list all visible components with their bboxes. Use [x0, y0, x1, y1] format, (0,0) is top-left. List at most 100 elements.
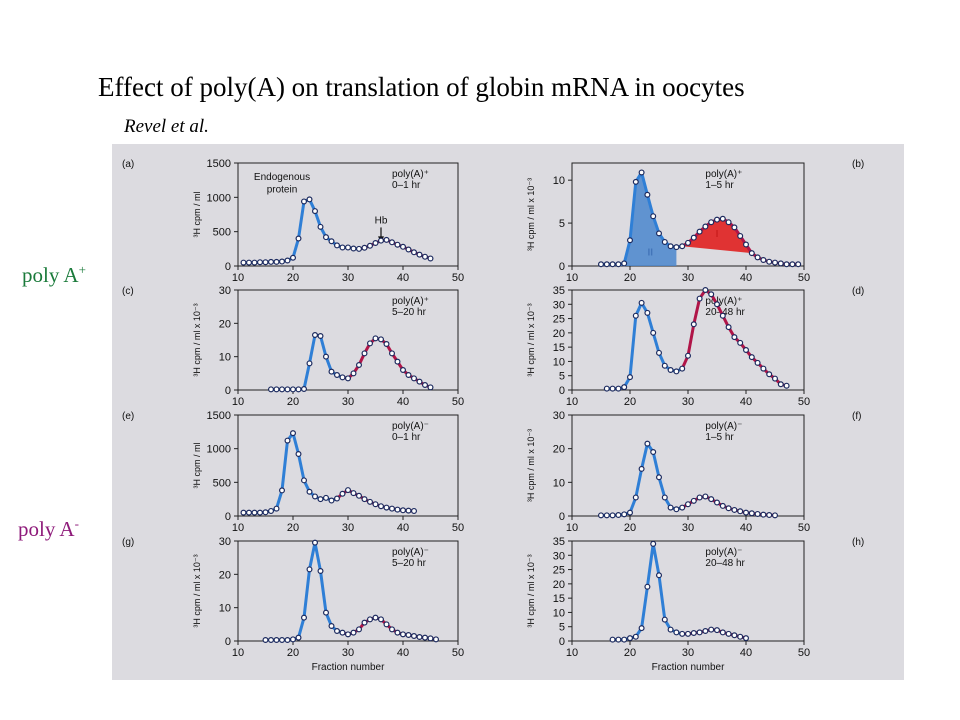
plot-a-series-line-blue [243, 197, 360, 265]
plot-f-data-point [742, 509, 749, 516]
plot-g-data-point [295, 634, 302, 641]
plot-c-data-point [378, 336, 385, 343]
plot-c-xtick-label: 50 [452, 396, 464, 408]
plot-b-data-point [777, 260, 784, 267]
plot-f-data-point [598, 512, 605, 519]
plot-c-xtick-label: 10 [232, 396, 244, 408]
plot-c-data-point [290, 386, 297, 393]
plot-d-data-point [702, 287, 709, 294]
plot-d-data-point [667, 367, 674, 374]
plot-a-data-point [284, 257, 291, 264]
plot-a-xtick-label: 10 [232, 272, 244, 284]
plot-e-xtick-label: 50 [452, 522, 464, 534]
plot-c-legend-condition: poly(A)⁺ [392, 296, 429, 307]
plot-e-data-point [383, 504, 390, 511]
plot-g-data-point [334, 628, 341, 635]
plot-h-data-point [690, 630, 697, 637]
plot-b-data-point [783, 261, 790, 268]
plot-g-xtick-label: 30 [342, 647, 354, 659]
polya-minus-sup: - [74, 516, 79, 531]
plot-b-data-point [696, 228, 703, 235]
plot-f-data-point [690, 497, 697, 504]
plot-h-data-point [609, 636, 616, 643]
plot-e-legend-condition: poly(A)⁻ [392, 421, 429, 432]
plot-d-data-point [661, 362, 668, 369]
plot-h-data-point [696, 629, 703, 636]
plot-e-data-point [378, 503, 385, 510]
plot-b-legend-time: 1–5 hr [705, 180, 734, 191]
plot-d-data-point [771, 375, 778, 382]
plot-d-data-point [621, 384, 628, 391]
plot-c-ylabel: ³H cpm / ml x 10⁻³ [192, 303, 202, 376]
plot-h-data-point [644, 583, 651, 590]
plot-a-ytick-label: 500 [213, 227, 231, 239]
plot-a-letter: (a) [122, 159, 134, 170]
plot-b-area-peak-i [682, 218, 752, 254]
plot-e-data-point [400, 507, 407, 514]
plot-g-data-point [361, 619, 368, 626]
plot-f-xtick-label: 10 [566, 522, 578, 534]
plot-f-data-point [713, 499, 720, 506]
plot-f-xtick-label: 20 [624, 522, 636, 534]
plot-a-data-point [361, 244, 368, 251]
plot-e-data-point [339, 490, 346, 497]
plot-c-data-point [334, 372, 341, 379]
xaxis-title-left: Fraction number [312, 662, 385, 673]
plot-f-data-point [719, 502, 726, 509]
plot-d-xtick-label: 50 [798, 396, 810, 408]
plot-a-data-point [372, 239, 379, 246]
plot-h-ytick-label: 0 [559, 636, 565, 648]
plot-h-data-point [737, 633, 744, 640]
plot-c-xtick-label: 40 [397, 396, 409, 408]
plot-b-data-point [684, 239, 691, 246]
plot-a-data-point [356, 245, 363, 252]
plot-c-ytick-label: 0 [225, 385, 231, 397]
plot-a-data-point [394, 241, 401, 248]
plot-f-data-point [615, 511, 622, 518]
plot-b-data-point [725, 219, 732, 226]
plot-a-xtick-label: 40 [397, 272, 409, 284]
plot-c-xtick-label: 30 [342, 396, 354, 408]
plot-c-legend-time: 5–20 hr [392, 307, 427, 318]
plot-b-xtick-label: 30 [682, 272, 694, 284]
plot-f-ytick-label: 20 [553, 444, 565, 456]
polya-plus-text: poly A [22, 263, 79, 287]
plot-b-data-point [650, 213, 657, 220]
plot-h-data-point [615, 636, 622, 643]
plot-c-data-point [312, 332, 319, 339]
plot-e-ytick-label: 0 [225, 511, 231, 523]
plot-e-data-point [345, 487, 352, 494]
plot-c-data-point [372, 335, 379, 342]
plot-g-data-point [268, 637, 275, 644]
plot-g-data-point [394, 629, 401, 636]
plot-b-data-point [626, 237, 633, 244]
plot-b-data-point [615, 261, 622, 268]
plot-b-data-point [598, 261, 605, 268]
plot-g-data-point [290, 636, 297, 643]
plot-d-data-point [731, 334, 738, 341]
plot-a-data-point [339, 244, 346, 251]
plot-g-data-point [378, 616, 385, 623]
plot-g-data-point [411, 633, 418, 640]
plot-h-legend-time: 20–48 hr [705, 558, 745, 569]
plot-b-data-point [667, 243, 674, 250]
plot-g-legend-time: 5–20 hr [392, 558, 427, 569]
plot-d-data-point [719, 312, 726, 319]
plot-h-ytick-label: 5 [559, 622, 565, 634]
plot-b-data-point [632, 178, 639, 185]
plot-g-letter: (g) [122, 537, 134, 548]
plot-b-data-point [719, 215, 726, 222]
plot-e-ytick-label: 500 [213, 477, 231, 489]
plot-h-ytick-label: 25 [553, 565, 565, 577]
plot-d-data-point [632, 312, 639, 319]
plot-c-data-point [317, 333, 324, 340]
plot-f-data-point [603, 512, 610, 519]
plot-b-data-point [789, 261, 796, 268]
plot-a-data-point [317, 223, 324, 230]
plot-g-ytick-label: 0 [225, 636, 231, 648]
plot-c-ytick-label: 20 [219, 318, 231, 330]
plot-e-data-point [328, 497, 335, 504]
plot-e-data-point [240, 509, 247, 516]
plot-f-series-line-blue [601, 442, 683, 517]
plot-b-data-point [795, 261, 802, 268]
